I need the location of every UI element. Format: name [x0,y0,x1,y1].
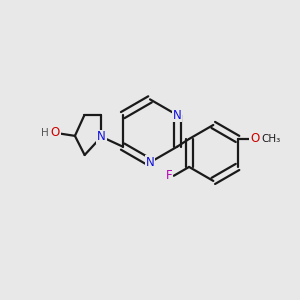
Text: F: F [166,169,172,182]
Text: CH₃: CH₃ [261,134,280,144]
Text: O: O [51,125,60,139]
Text: N: N [146,156,154,169]
Text: O: O [250,133,259,146]
Text: N: N [173,109,182,122]
Text: N: N [97,130,106,143]
Text: H: H [41,128,49,138]
